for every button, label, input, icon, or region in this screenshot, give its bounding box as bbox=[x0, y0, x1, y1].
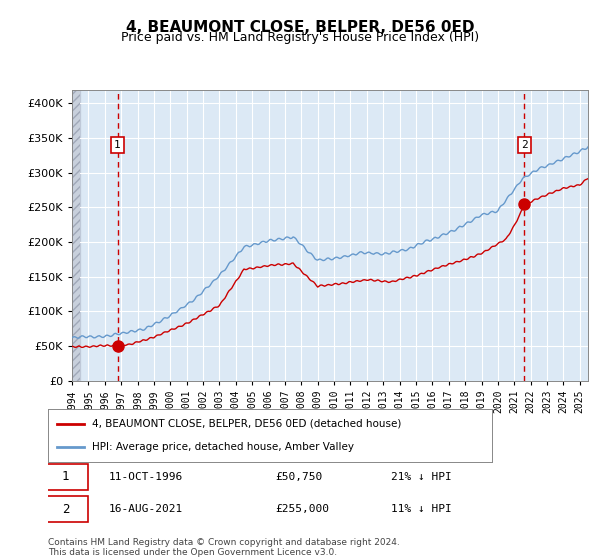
Text: Contains HM Land Registry data © Crown copyright and database right 2024.
This d: Contains HM Land Registry data © Crown c… bbox=[48, 538, 400, 557]
Bar bbox=[72, 90, 80, 381]
Text: 2: 2 bbox=[62, 502, 70, 516]
Text: Price paid vs. HM Land Registry's House Price Index (HPI): Price paid vs. HM Land Registry's House … bbox=[121, 31, 479, 44]
Text: 11-OCT-1996: 11-OCT-1996 bbox=[109, 472, 183, 482]
Text: 11% ↓ HPI: 11% ↓ HPI bbox=[391, 504, 451, 514]
FancyBboxPatch shape bbox=[43, 464, 88, 489]
Text: 4, BEAUMONT CLOSE, BELPER, DE56 0ED: 4, BEAUMONT CLOSE, BELPER, DE56 0ED bbox=[126, 20, 474, 35]
FancyBboxPatch shape bbox=[43, 496, 88, 522]
Text: 1: 1 bbox=[62, 470, 70, 483]
Text: 1: 1 bbox=[114, 140, 121, 150]
Text: £255,000: £255,000 bbox=[275, 504, 329, 514]
Text: 2: 2 bbox=[521, 140, 528, 150]
Text: 4, BEAUMONT CLOSE, BELPER, DE56 0ED (detached house): 4, BEAUMONT CLOSE, BELPER, DE56 0ED (det… bbox=[92, 419, 402, 429]
Text: £50,750: £50,750 bbox=[275, 472, 322, 482]
Bar bbox=[72, 90, 80, 381]
Text: 16-AUG-2021: 16-AUG-2021 bbox=[109, 504, 183, 514]
Text: 21% ↓ HPI: 21% ↓ HPI bbox=[391, 472, 451, 482]
Text: HPI: Average price, detached house, Amber Valley: HPI: Average price, detached house, Ambe… bbox=[92, 442, 355, 452]
